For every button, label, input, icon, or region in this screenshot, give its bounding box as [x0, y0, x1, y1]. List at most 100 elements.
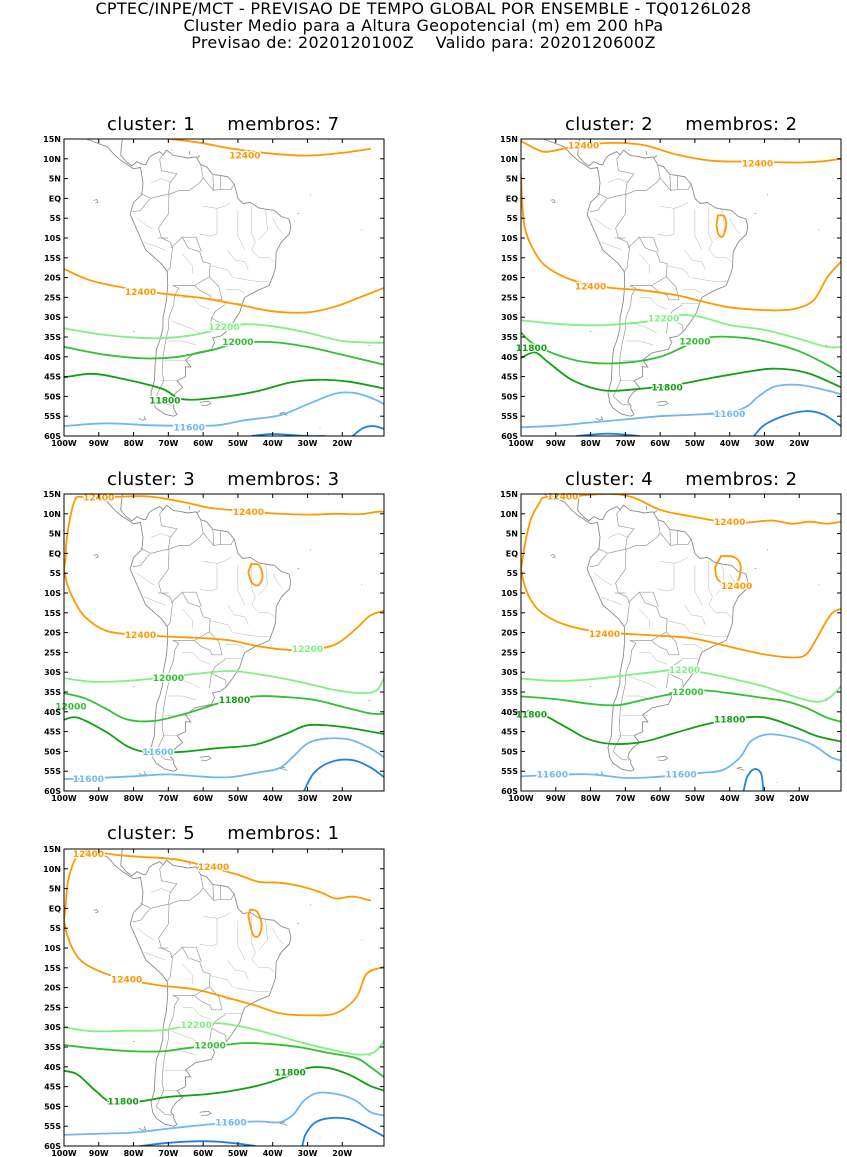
state-border — [234, 632, 270, 637]
lat-label: EQ — [49, 549, 61, 558]
lon-label: 60W — [193, 439, 213, 448]
contour-label: 11600 — [73, 775, 104, 785]
lat-label: 5S — [507, 214, 519, 223]
contour-line — [521, 140, 841, 164]
island — [645, 505, 648, 510]
state-border — [684, 604, 706, 625]
state-border — [272, 218, 284, 235]
contour-line — [521, 383, 841, 429]
state-border — [136, 928, 155, 941]
country-border — [194, 986, 223, 1011]
lon-label: 90W — [89, 1149, 109, 1157]
members-label: membros: — [227, 823, 322, 844]
map-frame — [520, 493, 842, 792]
panel-4-title: cluster: 4 membros: 2 — [565, 469, 798, 490]
contour-line — [351, 425, 384, 436]
contour-line — [521, 173, 841, 312]
header-line-1: CPTEC/INPE/MCT - PREVISAO DE TEMPO GLOBA… — [95, 0, 752, 18]
country-border — [212, 174, 214, 191]
lat-label: 45S — [501, 728, 518, 737]
state-border — [660, 557, 689, 564]
island — [628, 504, 630, 506]
state-border — [251, 561, 256, 606]
members-label: membros: — [227, 469, 322, 490]
state-border — [251, 206, 256, 251]
cluster-number: 3 — [183, 469, 196, 490]
state-border — [607, 178, 629, 183]
state-border — [639, 297, 668, 310]
lat-label: 10S — [501, 234, 518, 243]
lon-label: 60W — [650, 439, 670, 448]
lon-label: 30W — [754, 794, 774, 803]
lat-label: 50S — [44, 747, 61, 756]
island — [196, 155, 201, 159]
lat-label: 15N — [500, 490, 518, 499]
state-border — [667, 620, 690, 633]
island — [188, 150, 191, 155]
cluster-label: cluster: — [107, 114, 178, 135]
lon-label: 30W — [297, 1149, 317, 1157]
cluster-label: cluster: — [565, 114, 636, 135]
state-border — [593, 218, 612, 231]
lon-label: 40W — [720, 794, 740, 803]
lat-label: EQ — [49, 904, 61, 913]
lat-label: 35S — [501, 688, 518, 697]
contour-line — [160, 139, 371, 157]
island — [93, 199, 99, 204]
contour-label: 11800 — [516, 344, 547, 354]
lat-label: 10N — [500, 510, 518, 519]
lon-label: 40W — [263, 1149, 283, 1157]
island — [550, 199, 556, 204]
state-border — [234, 987, 270, 992]
panel-1-map: 12400 12400 12200 12000 11800 11600 15N 10N 5N EQ… — [43, 135, 385, 448]
country-border — [639, 236, 659, 253]
map-frame — [63, 848, 385, 1147]
lat-label: 55S — [44, 1122, 61, 1131]
lon-label: 20W — [332, 1149, 352, 1157]
state-border — [682, 289, 703, 294]
country-border — [202, 177, 235, 191]
country-border — [158, 213, 173, 272]
lon-label: 60W — [650, 794, 670, 803]
country-border — [202, 532, 235, 546]
lat-label: 35S — [44, 333, 61, 342]
state-border — [237, 565, 246, 606]
lat-label: 30S — [44, 668, 61, 677]
country-border — [182, 946, 202, 963]
contour-label: 11800 — [274, 1069, 305, 1079]
members-number: 1 — [327, 823, 340, 844]
island — [656, 400, 669, 406]
contour-label: 12400 — [125, 288, 156, 298]
lon-label: 40W — [263, 794, 283, 803]
state-border — [600, 241, 622, 251]
lat-label: 15N — [43, 490, 61, 499]
map-frame — [63, 493, 385, 792]
state-border — [708, 206, 713, 251]
lat-label: 35S — [501, 333, 518, 342]
contour-label: 12000 — [153, 674, 184, 684]
members-label: membros: — [685, 114, 780, 135]
state-border — [625, 340, 654, 346]
contour-line — [303, 758, 384, 791]
lon-label: 20W — [332, 794, 352, 803]
contour-label: 12200 — [292, 645, 323, 655]
country-border — [209, 672, 212, 689]
lat-label: 30S — [44, 313, 61, 322]
lat-label: 25S — [501, 648, 518, 657]
state-border — [708, 249, 732, 262]
lon-label: 60W — [193, 794, 213, 803]
contour-label: 11800 — [714, 715, 745, 725]
state-border — [684, 249, 706, 270]
contour-line — [521, 314, 841, 349]
contour-label: 11600 — [714, 410, 745, 420]
contour-label: 12400 — [111, 976, 142, 986]
country-border — [627, 591, 668, 641]
country-border — [194, 276, 223, 301]
map-content — [521, 494, 841, 791]
country-border — [140, 509, 178, 554]
lat-label: 10N — [43, 510, 61, 519]
lon-label: 50W — [685, 439, 705, 448]
lon-label: 70W — [158, 794, 178, 803]
state-border — [182, 963, 193, 984]
lat-label: 10N — [43, 155, 61, 164]
